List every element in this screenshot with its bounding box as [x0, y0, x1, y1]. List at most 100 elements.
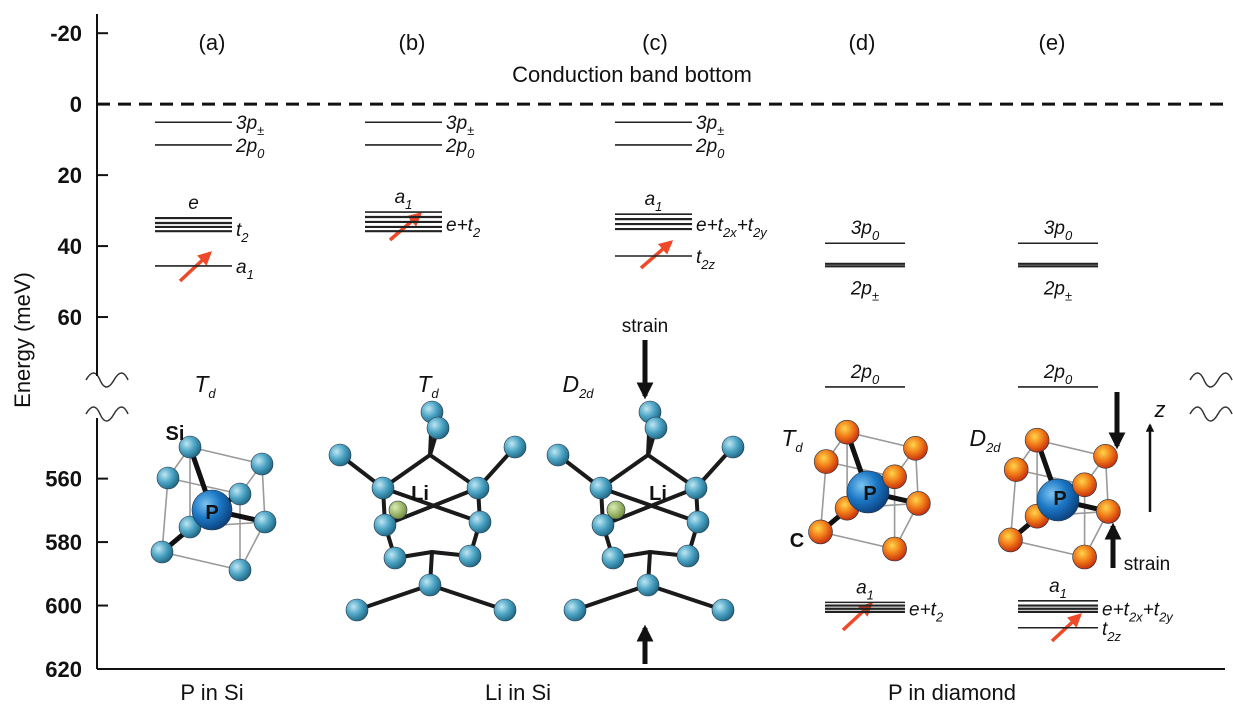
label-text: a — [645, 189, 656, 210]
level-label: e+t2x+t2y — [696, 215, 768, 240]
label-text: D — [969, 425, 986, 451]
atom — [564, 599, 586, 621]
atom — [999, 528, 1023, 552]
level-label: a1 — [645, 189, 663, 214]
label-text: e+t — [446, 215, 474, 236]
label-subscript: 2d — [578, 386, 594, 401]
bond — [357, 585, 430, 610]
atom — [602, 547, 624, 569]
label-text: a — [395, 187, 406, 208]
atom — [1094, 444, 1118, 468]
atom — [607, 501, 625, 519]
atom — [1004, 458, 1028, 482]
label-subscript: 2x — [1128, 610, 1143, 625]
label-text: 3p — [1044, 218, 1065, 239]
y-tick-label: 560 — [45, 467, 82, 492]
atom — [427, 417, 449, 439]
bond — [648, 585, 723, 610]
structure-label: strain — [622, 316, 668, 337]
label-subscript: ± — [467, 123, 474, 138]
label-text: e — [188, 193, 199, 214]
transition-arrow — [641, 242, 671, 268]
symmetry-label: Td — [194, 371, 216, 401]
label-text: 3p — [236, 113, 257, 134]
atom — [254, 511, 276, 533]
atom — [1073, 473, 1097, 497]
break-mark — [86, 373, 128, 387]
y-tick-label: 40 — [58, 234, 82, 259]
structure-label: strain — [1124, 554, 1170, 575]
atom — [459, 545, 481, 567]
label-subscript: d — [208, 386, 216, 401]
level-label: 3p± — [696, 113, 724, 138]
label-subscript: 2y — [752, 225, 768, 240]
label-text: +t — [737, 215, 754, 236]
bond — [430, 585, 505, 610]
label-text: e+t — [696, 215, 724, 236]
atom — [814, 450, 838, 474]
group-label: P in Si — [180, 680, 243, 705]
structure-label: Si — [166, 423, 185, 445]
atom — [229, 483, 251, 505]
level-label: e+t2 — [909, 600, 944, 625]
atom — [372, 477, 394, 499]
level-label: 2p0 — [695, 136, 725, 161]
atom — [712, 599, 734, 621]
level-label: 2p0 — [850, 362, 880, 387]
level-label: 3p0 — [851, 218, 880, 243]
label-subscript: 1 — [655, 199, 662, 214]
level-label: e+t2 — [446, 215, 481, 240]
level-label: t2 — [236, 220, 249, 245]
break-mark — [1190, 407, 1232, 421]
level-label: a1 — [856, 577, 874, 602]
level-label: 2p0 — [235, 136, 265, 161]
label-subscript: 0 — [1065, 228, 1073, 243]
label-text: 2p — [695, 136, 717, 157]
level-label: a1 — [395, 187, 413, 212]
label-text: 3p — [446, 113, 467, 134]
y-tick-label: -20 — [50, 21, 82, 46]
atom — [883, 465, 907, 489]
label-text: a — [1049, 576, 1060, 597]
label-subscript: 2x — [722, 225, 737, 240]
label-text: 3p — [851, 218, 872, 239]
label-text: 2p — [850, 362, 872, 383]
label-subscript: 0 — [872, 372, 880, 387]
structure-label: z — [1154, 397, 1166, 422]
label-text: +t — [1143, 600, 1160, 621]
label-subscript: 2z — [700, 257, 715, 272]
group-label: P in diamond — [888, 680, 1016, 705]
y-tick-label: 60 — [58, 305, 82, 330]
structure-label: P — [1053, 488, 1066, 510]
symmetry-label: D2d — [969, 425, 1001, 455]
arrows — [180, 214, 1150, 664]
label-subscript: 0 — [1065, 372, 1073, 387]
level-label: a1 — [1049, 576, 1067, 601]
label-text: 2p — [235, 136, 257, 157]
break-mark — [1190, 373, 1232, 387]
panel-label: (a) — [199, 30, 226, 55]
panel-label: (d) — [849, 30, 876, 55]
axes — [97, 14, 1225, 669]
label-subscript: 2 — [472, 225, 481, 240]
atom — [645, 417, 667, 439]
level-label: t2z — [1102, 619, 1122, 644]
panel-label: (c) — [642, 30, 668, 55]
label-subscript: 2 — [935, 610, 944, 625]
atom — [469, 511, 491, 533]
label-subscript: 0 — [467, 146, 475, 161]
level-label: 3p0 — [1044, 218, 1073, 243]
structure-label: P — [863, 483, 876, 505]
label-subscript: d — [795, 440, 803, 455]
y-tick-label: 580 — [45, 530, 82, 555]
panel-label: (e) — [1039, 30, 1066, 55]
level-label: a1 — [236, 257, 254, 282]
atom — [685, 477, 707, 499]
structure-label: Li — [411, 483, 429, 505]
structure-label: C — [790, 530, 804, 552]
bond — [575, 585, 648, 610]
y-tick-label: 0 — [70, 92, 82, 117]
atom — [384, 547, 406, 569]
group-label: Li in Si — [485, 680, 551, 705]
cell-edge — [162, 552, 240, 570]
